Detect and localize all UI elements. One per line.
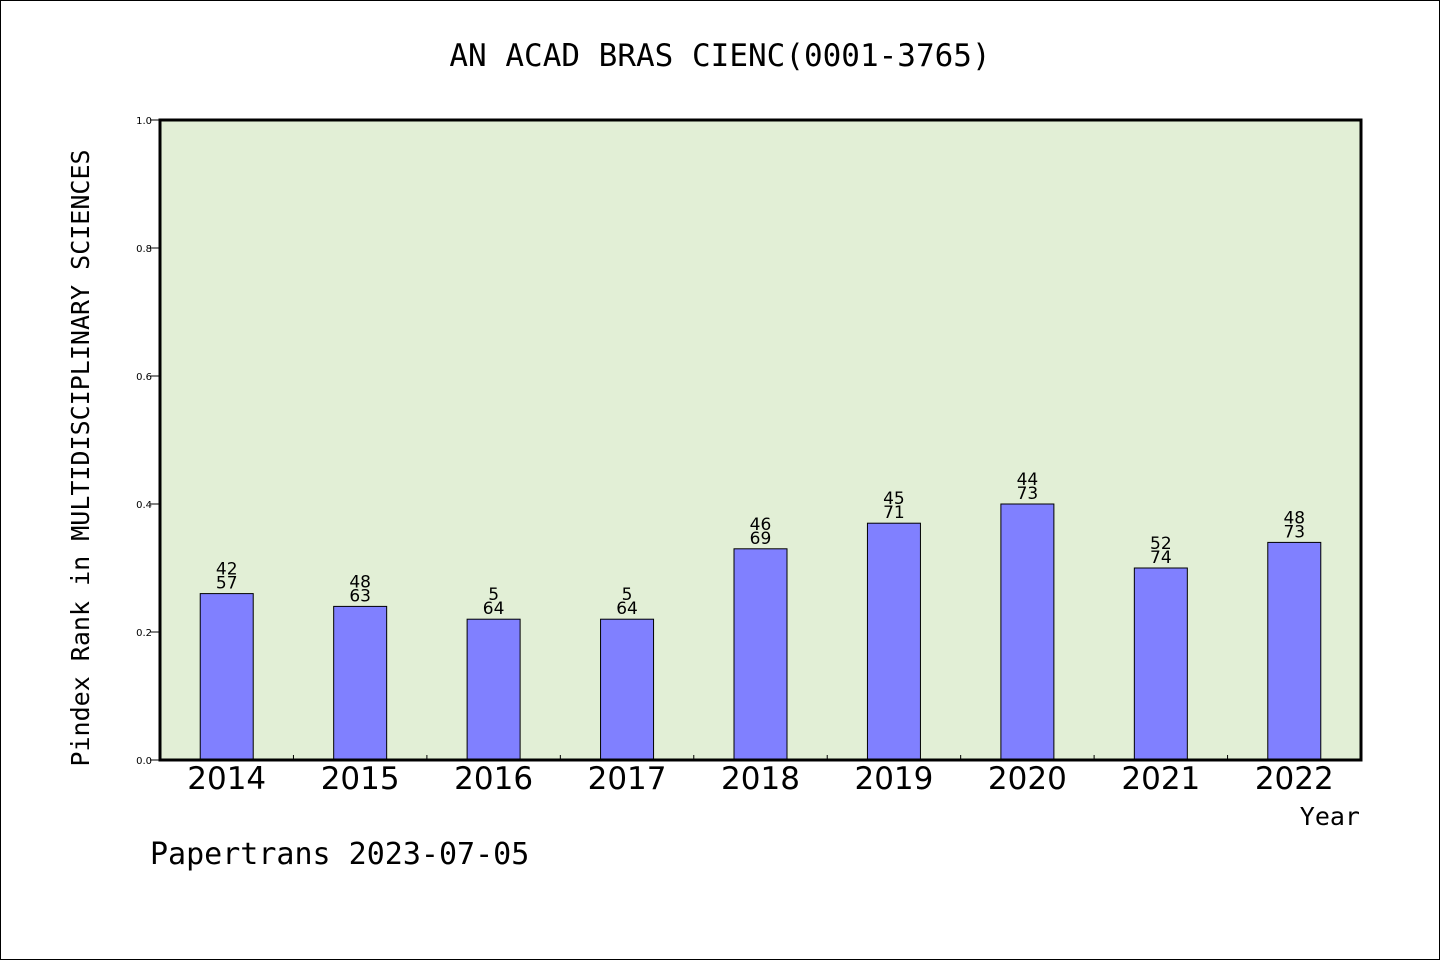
bar-2019 <box>866 522 921 761</box>
bar-label-bottom-2020: 73 <box>1017 484 1039 504</box>
x-tick-label-2021: 2021 <box>1121 761 1200 797</box>
y-tick-label-0.0: 0.0 <box>136 756 152 767</box>
bar-label-top-2017: 5 <box>622 585 633 605</box>
x-tick-label-2015: 2015 <box>321 761 400 797</box>
y-axis-label: Pindex Rank in MULTIDISCIPLINARY SCIENCE… <box>66 149 95 766</box>
bar-label-bottom-2016: 64 <box>483 599 505 619</box>
bar-label-top-2014: 42 <box>216 560 238 580</box>
y-axis: 0.0 0.2 0.4 0.6 0.8 1.0 <box>136 116 160 767</box>
bar-2020 <box>1000 503 1055 761</box>
x-tick-label-2020: 2020 <box>988 761 1067 797</box>
bar-2015 <box>333 605 388 761</box>
y-tick-label-0.6: 0.6 <box>136 372 152 383</box>
bar-label-bottom-2022: 73 <box>1283 522 1305 542</box>
bar-label-top-2015: 48 <box>349 572 371 592</box>
bar-2018 <box>733 548 788 761</box>
y-tick-label-1.0: 1.0 <box>136 116 152 127</box>
bar-label-top-2016: 5 <box>488 585 499 605</box>
bar-label-bottom-2021: 74 <box>1150 548 1172 568</box>
bar-label-bottom-2018: 69 <box>750 529 772 549</box>
bar-2014 <box>199 593 254 761</box>
x-tick-label-2019: 2019 <box>854 761 933 797</box>
x-tick-label-2017: 2017 <box>588 761 667 797</box>
footer-credit: Papertrans 2023-07-05 <box>150 837 529 872</box>
bar-label-bottom-2017: 64 <box>616 599 638 619</box>
x-tick-label-2022: 2022 <box>1255 761 1334 797</box>
bar-2017 <box>600 618 655 761</box>
x-tick-label-2016: 2016 <box>454 761 533 797</box>
bar-label-top-2021: 52 <box>1150 534 1172 554</box>
bar-label-bottom-2014: 57 <box>216 574 238 594</box>
bar-2016 <box>466 618 521 761</box>
chart-title: AN ACAD BRAS CIENC(0001-3765) <box>449 38 990 74</box>
y-tick-label-0.4: 0.4 <box>136 500 152 511</box>
x-axis-label: Year <box>1300 802 1360 831</box>
bar-2022 <box>1267 541 1322 761</box>
bar-label-top-2019: 45 <box>883 489 905 509</box>
plot-frame <box>158 118 1363 762</box>
x-tick-label-2018: 2018 <box>721 761 800 797</box>
bar-label-bottom-2019: 71 <box>883 503 905 523</box>
bar-2021 <box>1133 567 1188 761</box>
x-axis: 2014 2015 2016 2017 2018 2019 2020 2021 2022 <box>187 755 1334 797</box>
bar-label-bottom-2015: 63 <box>349 586 371 606</box>
y-tick-label-0.8: 0.8 <box>136 244 152 255</box>
bar-label-top-2022: 48 <box>1283 508 1305 528</box>
bar-label-top-2018: 46 <box>750 515 772 535</box>
y-tick-label-0.2: 0.2 <box>136 628 152 639</box>
bar-label-top-2020: 44 <box>1017 470 1039 490</box>
bars-layer <box>199 503 1322 761</box>
x-tick-label-2014: 2014 <box>187 761 266 797</box>
